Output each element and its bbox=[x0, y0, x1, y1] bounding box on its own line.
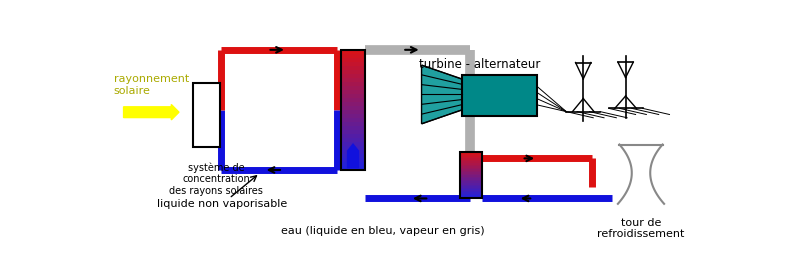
Bar bbox=[341, 158, 366, 162]
Bar bbox=[460, 195, 482, 197]
Bar bbox=[341, 58, 366, 62]
Bar bbox=[460, 192, 482, 194]
Bar bbox=[460, 176, 482, 178]
FancyArrow shape bbox=[123, 104, 179, 120]
Bar bbox=[460, 187, 482, 189]
Bar bbox=[341, 165, 366, 170]
Bar bbox=[460, 163, 482, 165]
Bar bbox=[341, 113, 366, 118]
Bar bbox=[341, 49, 366, 54]
Bar bbox=[460, 164, 482, 166]
Text: tour de
refroidissement: tour de refroidissement bbox=[598, 218, 685, 239]
Bar bbox=[462, 75, 537, 116]
Bar bbox=[460, 166, 482, 168]
Bar bbox=[341, 50, 366, 170]
Bar bbox=[460, 183, 482, 185]
Text: liquide non vaporisable: liquide non vaporisable bbox=[158, 199, 288, 209]
Bar bbox=[193, 83, 220, 147]
Bar bbox=[460, 196, 482, 198]
Bar bbox=[341, 121, 366, 126]
Bar bbox=[460, 155, 482, 157]
Bar bbox=[460, 172, 482, 174]
Bar bbox=[460, 190, 482, 192]
Bar bbox=[341, 133, 366, 138]
Bar bbox=[460, 179, 482, 181]
Bar bbox=[460, 175, 482, 177]
Bar bbox=[341, 65, 366, 70]
Polygon shape bbox=[422, 65, 462, 124]
Bar bbox=[460, 169, 482, 171]
Bar bbox=[460, 173, 482, 175]
Bar bbox=[460, 159, 482, 161]
Bar bbox=[341, 125, 366, 130]
Bar bbox=[341, 138, 366, 142]
Bar bbox=[460, 184, 482, 186]
Bar bbox=[341, 153, 366, 158]
Bar bbox=[341, 105, 366, 110]
Bar bbox=[460, 156, 482, 158]
Bar bbox=[460, 167, 482, 169]
Bar bbox=[341, 118, 366, 122]
Bar bbox=[460, 158, 482, 160]
Bar bbox=[460, 181, 482, 183]
Text: eau (liquide en bleu, vapeur en gris): eau (liquide en bleu, vapeur en gris) bbox=[282, 226, 485, 236]
Polygon shape bbox=[347, 143, 359, 169]
Bar bbox=[341, 93, 366, 98]
Bar bbox=[460, 152, 482, 154]
Bar bbox=[341, 53, 366, 58]
Bar bbox=[341, 78, 366, 82]
Bar bbox=[341, 69, 366, 74]
Bar bbox=[460, 161, 482, 163]
Bar bbox=[341, 150, 366, 154]
Bar bbox=[341, 130, 366, 134]
Bar bbox=[341, 101, 366, 106]
Bar bbox=[341, 73, 366, 78]
Text: rayonnement
solaire: rayonnement solaire bbox=[114, 75, 189, 96]
Bar bbox=[341, 61, 366, 66]
Bar bbox=[460, 178, 482, 180]
Bar bbox=[341, 81, 366, 86]
Text: système de
concentration
des rayons solaires: système de concentration des rayons sola… bbox=[169, 162, 263, 196]
Bar bbox=[460, 189, 482, 191]
Bar bbox=[341, 110, 366, 114]
Text: turbine - alternateur: turbine - alternateur bbox=[418, 58, 540, 70]
Bar bbox=[341, 90, 366, 94]
Bar bbox=[341, 145, 366, 150]
Bar bbox=[341, 85, 366, 90]
Bar bbox=[460, 152, 482, 198]
Bar bbox=[341, 98, 366, 102]
Bar bbox=[341, 162, 366, 166]
Bar bbox=[460, 153, 482, 155]
Bar bbox=[341, 142, 366, 146]
Bar bbox=[460, 186, 482, 188]
Bar bbox=[460, 170, 482, 172]
Bar bbox=[460, 193, 482, 195]
